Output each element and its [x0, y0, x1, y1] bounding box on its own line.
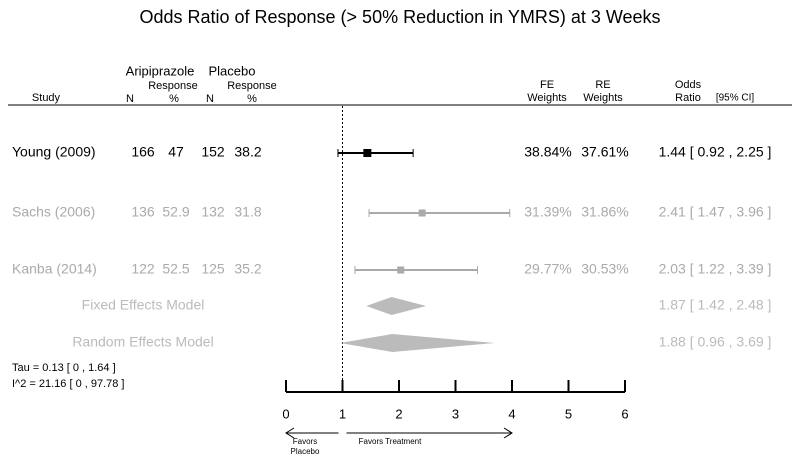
r2: 38.2: [234, 144, 261, 160]
x-tick-label: 2: [395, 406, 402, 421]
x-tick-label: 3: [452, 406, 459, 421]
n1: 122: [131, 261, 155, 277]
header: FE: [540, 79, 554, 91]
header: Study: [32, 92, 61, 104]
summary-name: Random Effects Model: [72, 334, 213, 350]
estimate-box: [363, 149, 372, 157]
study-name: Sachs (2006): [12, 204, 95, 220]
favors-left: Favors: [293, 437, 317, 446]
header: Response: [148, 80, 198, 92]
n2: 152: [201, 144, 225, 160]
re-weight: 37.61%: [581, 144, 628, 160]
fe-weight: 29.77%: [524, 261, 571, 277]
x-tick-label: 6: [621, 406, 628, 421]
arrow-left: [285, 427, 339, 439]
fe-weight: 38.84%: [524, 144, 571, 160]
header: [95% CI]: [716, 93, 755, 104]
estimate-label: 1.44 [ 0.92 , 2.25 ]: [659, 144, 772, 160]
header: Odds: [675, 79, 702, 91]
header: Response: [227, 80, 277, 92]
header: %: [169, 93, 179, 105]
study-name: Kanba (2014): [12, 261, 97, 277]
r1: 47: [168, 144, 184, 160]
n1: 136: [131, 204, 155, 220]
summary-diamond: [366, 297, 427, 315]
x-tick-label: 4: [508, 406, 515, 421]
favors-right: Favors Treatment: [359, 437, 422, 446]
summary-name: Fixed Effects Model: [82, 297, 205, 313]
header: %: [247, 93, 257, 105]
study-name: Young (2009): [12, 144, 96, 160]
header: Weights: [527, 92, 567, 104]
header: Ratio: [675, 92, 701, 104]
summary-label: 1.88 [ 0.96 , 3.69 ]: [659, 334, 772, 350]
r2: 31.8: [234, 204, 261, 220]
stat: Tau = 0.13 [ 0 , 1.64 ]: [12, 362, 116, 374]
summary-diamond: [340, 334, 495, 352]
x-tick-label: 1: [339, 406, 346, 421]
fe-weight: 31.39%: [524, 204, 571, 220]
re-weight: 31.86%: [581, 204, 628, 220]
header: RE: [595, 79, 610, 91]
re-weight: 30.53%: [581, 261, 628, 277]
estimate-box: [397, 266, 405, 274]
header: N: [126, 93, 134, 105]
n2: 132: [201, 204, 225, 220]
estimate-box: [418, 209, 426, 217]
chart-title: Odds Ratio of Response (> 50% Reduction …: [139, 7, 660, 27]
favors-left: Placebo: [291, 447, 320, 456]
estimate-label: 2.41 [ 1.47 , 3.96 ]: [659, 204, 772, 220]
summary-label: 1.87 [ 1.42 , 2.48 ]: [659, 297, 772, 313]
r2: 35.2: [234, 261, 261, 277]
header: N: [206, 93, 214, 105]
r1: 52.9: [162, 204, 189, 220]
arrow-right: [346, 427, 513, 439]
x-tick-label: 5: [565, 406, 572, 421]
header: Placebo: [209, 63, 256, 78]
stat: I^2 = 21.16 [ 0 , 97.78 ]: [12, 378, 125, 390]
header: Aripiprazole: [126, 63, 195, 78]
n2: 125: [201, 261, 225, 277]
header: Weights: [583, 92, 623, 104]
r1: 52.5: [162, 261, 189, 277]
estimate-label: 2.03 [ 1.22 , 3.39 ]: [659, 261, 772, 277]
n1: 166: [131, 144, 155, 160]
x-tick-label: 0: [282, 406, 289, 421]
